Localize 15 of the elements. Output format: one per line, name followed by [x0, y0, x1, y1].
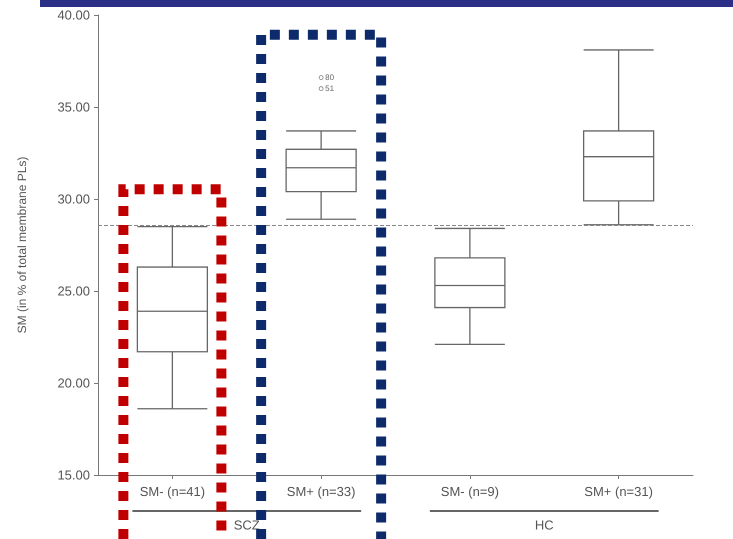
- y-tick-label: 20.00: [57, 376, 90, 390]
- y-tick-label: 35.00: [57, 100, 90, 114]
- y-tick-label: 25.00: [57, 284, 90, 298]
- text: HC: [534, 518, 554, 532]
- x-tick-label: SM+ (n=31): [584, 484, 653, 499]
- annotation: 80: [325, 73, 335, 82]
- annotation: 51: [325, 84, 335, 94]
- x-tick-label: SM+ (n=33): [286, 484, 356, 499]
- y-axis-title: SM (in % of total membrane PLs): [15, 156, 29, 334]
- y-tick-label: 30.00: [57, 192, 90, 206]
- y-tick-label: 15.00: [57, 468, 90, 482]
- text: SCZ: [234, 518, 260, 532]
- x-tick-label: SM- (n=9): [440, 484, 499, 499]
- x-tick-label: SM- (n=41): [140, 484, 206, 499]
- y-tick-label: 40.00: [57, 8, 90, 22]
